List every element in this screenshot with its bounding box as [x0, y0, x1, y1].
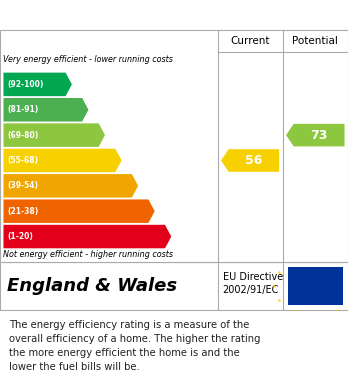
Polygon shape: [3, 149, 121, 172]
Text: Potential: Potential: [292, 36, 338, 46]
Polygon shape: [286, 124, 345, 146]
Text: (21-38): (21-38): [8, 207, 39, 216]
Text: 73: 73: [310, 129, 327, 142]
Text: C: C: [108, 129, 117, 142]
Polygon shape: [3, 174, 138, 197]
Text: (55-68): (55-68): [8, 156, 39, 165]
Text: (39-54): (39-54): [8, 181, 39, 190]
Polygon shape: [3, 98, 88, 122]
Polygon shape: [3, 73, 72, 96]
Polygon shape: [3, 225, 171, 248]
Polygon shape: [3, 199, 155, 223]
Text: D: D: [124, 154, 135, 167]
Text: F: F: [157, 205, 166, 218]
Text: B: B: [91, 103, 101, 116]
Text: (1-20): (1-20): [8, 232, 33, 241]
Text: Not energy efficient - higher running costs: Not energy efficient - higher running co…: [3, 250, 174, 259]
Text: (69-80): (69-80): [8, 131, 39, 140]
Polygon shape: [3, 124, 105, 147]
Text: Energy Efficiency Rating: Energy Efficiency Rating: [9, 7, 219, 23]
Text: (81-91): (81-91): [8, 105, 39, 114]
Text: 56: 56: [245, 154, 262, 167]
Text: (92-100): (92-100): [8, 80, 44, 89]
Polygon shape: [221, 149, 279, 172]
Bar: [288, 267, 343, 305]
Text: EU Directive
2002/91/EC: EU Directive 2002/91/EC: [223, 272, 283, 295]
Text: Very energy efficient - lower running costs: Very energy efficient - lower running co…: [3, 56, 173, 65]
Text: Current: Current: [230, 36, 270, 46]
Text: E: E: [141, 179, 149, 192]
Text: G: G: [174, 230, 184, 243]
Text: England & Wales: England & Wales: [7, 277, 177, 295]
Text: The energy efficiency rating is a measure of the
overall efficiency of a home. T: The energy efficiency rating is a measur…: [9, 320, 260, 372]
Text: A: A: [74, 78, 84, 91]
